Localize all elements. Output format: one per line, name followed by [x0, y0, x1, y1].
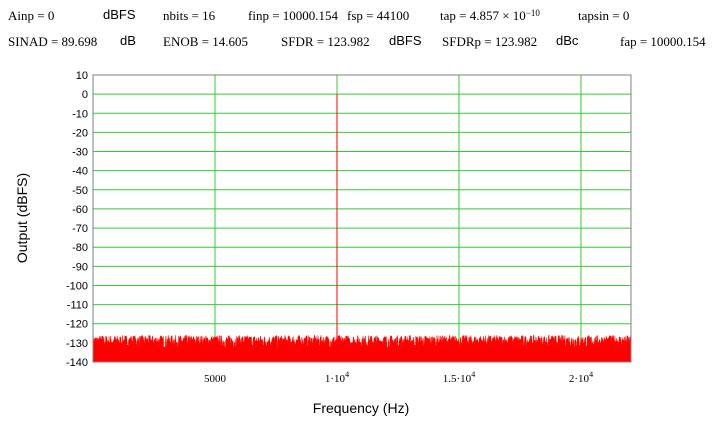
- sfdr-param: SFDR = 123.982: [281, 34, 370, 49]
- y-axis-title: Output (dBFS): [14, 173, 30, 263]
- plot-frame: [92, 74, 632, 363]
- y-tick-label: 10: [76, 70, 88, 82]
- tap-base: tap = 4.857 × 10: [440, 8, 526, 23]
- x-tick-label: 1.5·104: [443, 370, 475, 385]
- tap-param: tap = 4.857 × 10−10: [440, 8, 540, 24]
- fsp-param: fsp = 44100: [347, 8, 410, 23]
- nbits-param: nbits = 16: [163, 8, 216, 23]
- y-tick-label: -40: [72, 166, 88, 178]
- sfdrp-unit: dBc: [556, 33, 579, 48]
- y-tick-label: -110: [67, 300, 88, 312]
- y-tick-label: -80: [72, 242, 88, 254]
- enob-param: ENOB = 14.605: [163, 34, 248, 49]
- y-tick-label: -60: [72, 204, 88, 216]
- y-tick-label: -130: [66, 338, 88, 350]
- y-tick-label: -10: [72, 108, 88, 120]
- fap-param: fap = 10000.154: [620, 34, 706, 49]
- y-tick-label: -120: [66, 319, 88, 331]
- x-tick-label: 2·104: [569, 370, 593, 385]
- x-axis-title: Frequency (Hz): [313, 400, 409, 416]
- y-tick-label: -100: [66, 280, 88, 292]
- y-tick-label: -90: [72, 261, 88, 273]
- ainp-unit: dBFS: [103, 7, 136, 22]
- ainp-param: Ainp = 0: [8, 8, 55, 23]
- y-tick-label: -70: [72, 223, 88, 235]
- sfdrp-param: SFDRp = 123.982: [442, 34, 538, 49]
- tapsin-param: tapsin = 0: [578, 8, 630, 23]
- noise-floor-series: [92, 334, 632, 363]
- x-tick-label: 1·104: [325, 370, 349, 385]
- sinad-unit: dB: [120, 33, 136, 48]
- x-tick-label: 5000: [204, 373, 227, 385]
- y-tick-label: -50: [72, 185, 88, 197]
- y-tick-label: -20: [72, 127, 88, 139]
- finp-param: finp = 10000.154: [248, 8, 339, 23]
- sinad-param: SINAD = 89.698: [8, 34, 98, 49]
- tap-exponent: −10: [525, 8, 540, 18]
- y-tick-label: 0: [82, 89, 88, 101]
- y-tick-label: -140: [66, 357, 88, 369]
- sfdr-unit: dBFS: [389, 33, 422, 48]
- y-tick-label: -30: [72, 147, 88, 159]
- plot-area: 10 0 -10 -20 -30 -40 -50 -60 -70 -80 -90 -100 -110 -1…: [66, 70, 632, 385]
